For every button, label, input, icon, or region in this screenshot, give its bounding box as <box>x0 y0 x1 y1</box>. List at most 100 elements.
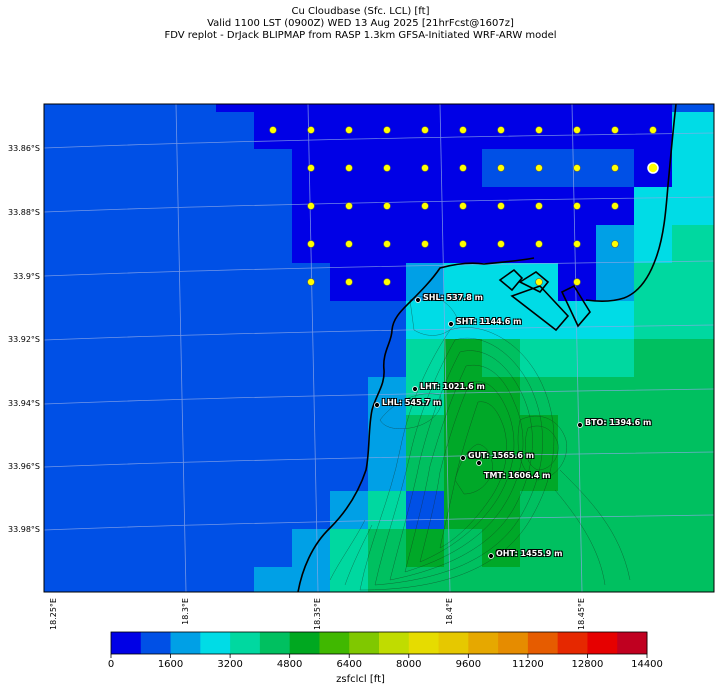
lat-label-1: 33.86°S <box>8 144 40 153</box>
station-marker-shl[interactable] <box>415 297 421 303</box>
colorbar-swatch <box>319 632 350 654</box>
colorbar-frame <box>110 631 648 655</box>
colorbar-swatch <box>140 632 172 654</box>
grid-point-marker <box>383 164 391 172</box>
station-marker-lhl[interactable] <box>374 402 380 408</box>
grid-point-marker <box>307 240 315 248</box>
grid-point-marker <box>307 202 315 210</box>
colorbar-swatch <box>289 632 320 654</box>
station-label-lhl: LHL: 545.7 m <box>382 398 442 407</box>
grid-point-marker <box>421 126 429 134</box>
lat-label-3: 33.9°S <box>13 272 40 281</box>
terrain-contours <box>329 295 631 591</box>
colorbar-swatch <box>557 632 588 654</box>
grid-point-markers <box>269 126 659 286</box>
grid-point-marker <box>421 202 429 210</box>
colorbar-title: zsfclcl [ft] <box>336 674 385 685</box>
lon-label-5: 18.45°E <box>577 598 586 630</box>
grid-point-marker <box>573 202 581 210</box>
grid-point-marker <box>383 240 391 248</box>
station-marker-bto[interactable] <box>577 422 583 428</box>
lat-label-4: 33.92°S <box>8 335 40 344</box>
colorbar-tick-label: 4800 <box>276 659 303 670</box>
grid-point-marker <box>497 202 505 210</box>
colorbar-swatch <box>498 632 529 654</box>
grid-point-marker <box>573 240 581 248</box>
grid-point-marker <box>345 278 353 286</box>
grid-point-marker <box>497 240 505 248</box>
station-label-bto: BTO: 1394.6 m <box>585 418 652 427</box>
grid-point-marker <box>611 202 619 210</box>
station-marker-gut[interactable] <box>460 455 466 461</box>
title-line-1: Cu Cloudbase (Sfc. LCL) [ft] <box>291 6 430 17</box>
colorbar-swatch <box>259 632 291 654</box>
grid-point-marker <box>345 164 353 172</box>
colorbar-swatch <box>230 632 261 654</box>
grid-point-marker <box>573 278 581 286</box>
grid-point-marker <box>573 126 581 134</box>
colorbar-swatch <box>468 632 499 654</box>
lat-lon-grid <box>44 104 714 592</box>
colorbar-tick-label: 9600 <box>455 659 482 670</box>
grid-point-marker <box>611 240 619 248</box>
grid-point-marker <box>611 126 619 134</box>
grid-point-marker <box>421 240 429 248</box>
map-frame <box>43 103 715 593</box>
title-line-3: FDV replot - DrJack BLIPMAP from RASP 1.… <box>164 30 557 41</box>
high-cloudbase-zone <box>406 339 558 567</box>
lon-label-2: 18.3°E <box>181 598 190 625</box>
grid-point-marker <box>459 202 467 210</box>
grid-point-marker <box>573 164 581 172</box>
grid-point-marker <box>383 278 391 286</box>
lat-label-2: 33.88°S <box>8 208 40 217</box>
grid-point-marker <box>459 240 467 248</box>
grid-point-marker <box>611 164 619 172</box>
grid-point-marker <box>307 164 315 172</box>
station-label-sht: SHT: 1144.6 m <box>456 317 522 326</box>
colorbar-tick-label: 11200 <box>511 659 544 670</box>
grid-point-marker <box>383 202 391 210</box>
colorbar-tick-label: 3200 <box>217 659 243 670</box>
grid-point-marker <box>269 126 277 134</box>
grid-point-marker <box>535 164 543 172</box>
colorbar-swatch <box>200 632 231 654</box>
colorbar-swatch <box>438 632 469 654</box>
coastline <box>297 104 677 592</box>
grid-point-marker <box>535 278 543 286</box>
colorbar-swatch <box>349 632 380 654</box>
colorbar-swatch <box>587 632 618 654</box>
grid-point-marker <box>459 164 467 172</box>
colorbar-tick-label: 6400 <box>336 659 362 670</box>
colorbar-tick-label: 0 <box>107 659 115 670</box>
title-line-2: Valid 1100 LST (0900Z) WED 13 Aug 2025 [… <box>207 18 514 29</box>
map-title: Cu Cloudbase (Sfc. LCL) [ft] Valid 1100 … <box>0 6 721 42</box>
highlighted-grid-point-marker <box>647 162 659 174</box>
grid-point-marker <box>383 126 391 134</box>
lat-label-5: 33.94°S <box>8 399 40 408</box>
grid-point-marker <box>535 202 543 210</box>
grid-point-marker <box>345 240 353 248</box>
colorbar-swatch <box>617 632 648 654</box>
station-marker-lht[interactable] <box>412 386 418 392</box>
colorbar-swatch <box>527 632 559 654</box>
grid-point-marker <box>459 126 467 134</box>
grid-point-marker <box>497 126 505 134</box>
green-zone <box>368 339 714 592</box>
station-label-tmt: TMT: 1606.4 m <box>484 471 551 480</box>
station-label-lht: LHT: 1021.6 m <box>420 382 485 391</box>
lat-label-7: 33.98°S <box>8 525 40 534</box>
grid-point-marker <box>649 126 657 134</box>
grid-point-marker <box>345 202 353 210</box>
station-marker-sht[interactable] <box>448 321 454 327</box>
colorbar-swatch <box>111 632 142 654</box>
grid-point-marker <box>345 126 353 134</box>
grid-point-marker <box>421 164 429 172</box>
colorbar <box>110 631 648 658</box>
station-marker-oht[interactable] <box>488 553 494 559</box>
lon-label-3: 18.35°E <box>313 598 322 630</box>
grid-point-marker <box>307 126 315 134</box>
grid-point-marker <box>535 126 543 134</box>
lat-label-6: 33.96°S <box>8 462 40 471</box>
station-marker-tmt[interactable] <box>476 460 482 466</box>
